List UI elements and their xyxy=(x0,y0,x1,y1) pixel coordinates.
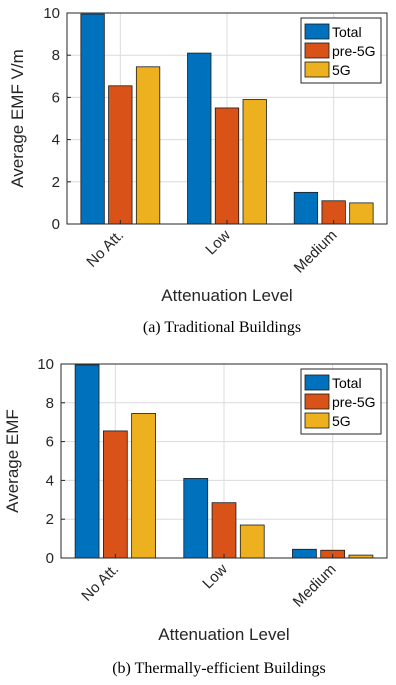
y-tick-label: 10 xyxy=(43,5,60,22)
legend-swatch xyxy=(304,412,330,429)
legend-label: pre-5G xyxy=(332,43,376,59)
bar-pre5g-0 xyxy=(108,85,133,225)
legend-label: 5G xyxy=(332,62,351,78)
y-tick-label: 8 xyxy=(46,395,54,412)
bar-5g-0 xyxy=(135,66,161,225)
y-tick-label: 2 xyxy=(52,174,60,191)
y-tick-label: 8 xyxy=(52,47,60,64)
legend-swatch xyxy=(304,393,330,410)
bar-total-2 xyxy=(292,548,317,559)
plot-frame xyxy=(66,12,388,225)
bar-total-1 xyxy=(183,478,209,559)
bar-pre5g-0 xyxy=(102,430,128,559)
legend: Total pre-5G 5G xyxy=(300,368,382,435)
bar-pre5g-1 xyxy=(214,107,240,225)
bar-pre5g-1 xyxy=(211,502,237,559)
x-tick-label: Low xyxy=(199,561,231,593)
plot-frame xyxy=(60,363,388,559)
chart-thermally-efficient-buildings: 0 2 4 6 8 10 No Att. Low Medium Average EMF Att… xyxy=(3,356,388,677)
y-tick-label: 0 xyxy=(46,550,54,567)
x-tick-label: Medium xyxy=(290,561,340,611)
caption: (a) Traditional Buildings xyxy=(143,319,301,336)
y-tick-label: 4 xyxy=(52,132,60,149)
legend-swatch xyxy=(304,42,330,59)
legend-label: Total xyxy=(332,375,362,391)
bar-total-2 xyxy=(293,191,319,225)
legend-swatch xyxy=(304,374,330,391)
x-tick-label: No Att. xyxy=(78,561,122,605)
chart-traditional-buildings: 0 2 4 6 8 10 No Att. Low Medium Average EMF V/m… xyxy=(8,5,388,336)
bar-5g-2 xyxy=(349,202,374,225)
legend-swatch xyxy=(304,61,330,78)
bar-5g-1 xyxy=(239,524,265,559)
x-axis-label: Attenuation Level xyxy=(158,625,289,644)
y-tick-label: 6 xyxy=(46,434,54,451)
x-tick-label: No Att. xyxy=(83,227,127,271)
x-tick-label: Low xyxy=(202,227,234,259)
bar-5g-1 xyxy=(242,99,267,225)
bar-total-0 xyxy=(74,364,100,559)
bar-total-1 xyxy=(187,52,212,225)
y-tick-label: 10 xyxy=(37,356,54,373)
legend-label: 5G xyxy=(332,413,351,429)
legend-label: pre-5G xyxy=(332,394,376,410)
y-tick-label: 6 xyxy=(52,89,60,106)
legend-swatch xyxy=(304,23,330,40)
legend-label: Total xyxy=(332,24,362,40)
x-tick-label: Medium xyxy=(291,227,341,277)
y-tick-label: 2 xyxy=(46,511,54,528)
y-axis-label: Average EMF V/m xyxy=(8,49,27,188)
bar-5g-0 xyxy=(131,413,156,559)
y-axis-label: Average EMF xyxy=(3,409,22,513)
y-tick-label: 4 xyxy=(46,472,54,489)
caption: (b) Thermally-efficient Buildings xyxy=(112,660,326,677)
y-tick-label: 0 xyxy=(52,216,60,233)
bar-total-0 xyxy=(80,13,105,225)
x-axis-label: Attenuation Level xyxy=(161,286,292,305)
legend: Total pre-5G 5G xyxy=(300,17,382,84)
